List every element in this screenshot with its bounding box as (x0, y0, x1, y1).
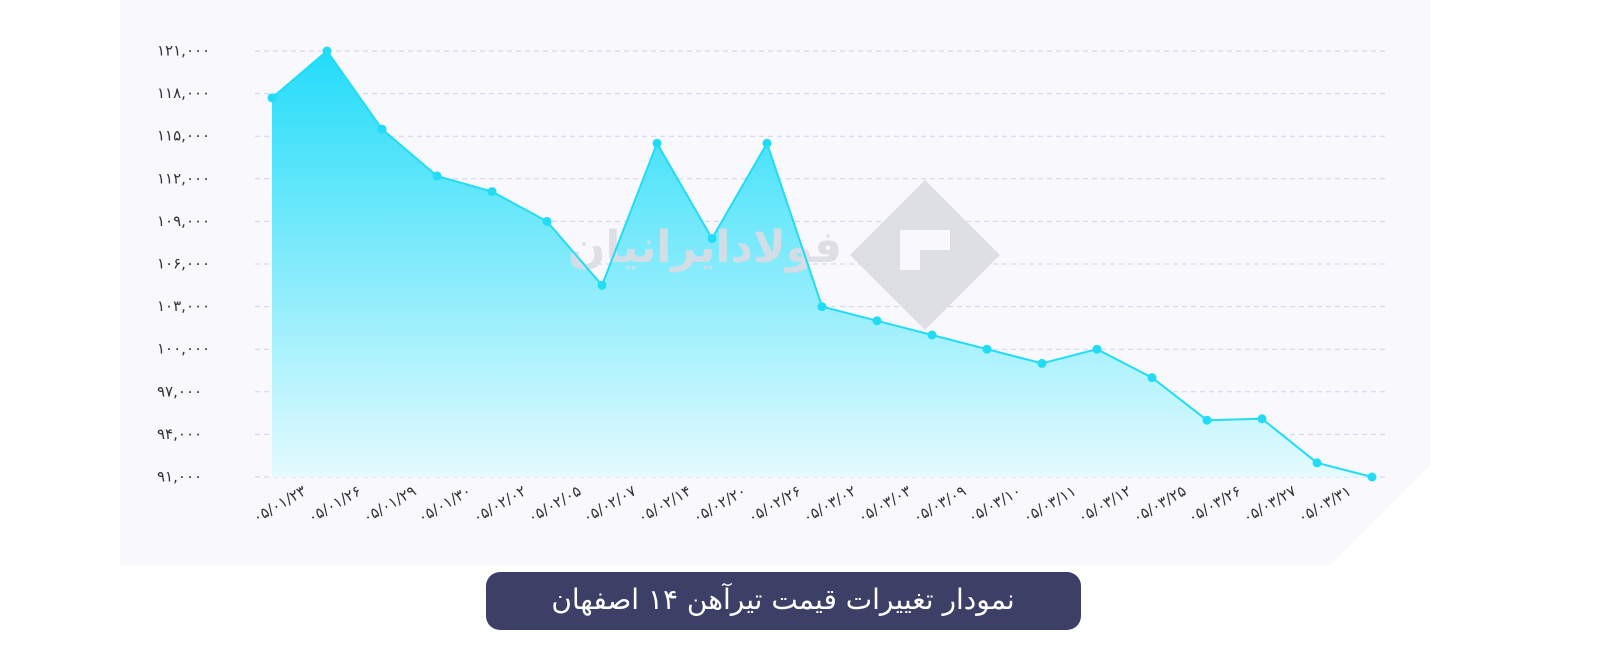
point (1037, 358, 1047, 368)
point (1367, 472, 1377, 482)
point (1092, 344, 1102, 354)
point (487, 187, 497, 197)
y-tick-label: ۱۰۶,۰۰۰ (157, 255, 210, 273)
y-tick-label: ۱۱۵,۰۰۰ (157, 127, 210, 145)
y-tick-label: ۱۰۹,۰۰۰ (157, 212, 210, 230)
point (872, 316, 882, 326)
y-tick-label: ۹۷,۰۰۰ (157, 382, 202, 400)
point (927, 330, 937, 340)
y-tick-label: ۱۰۰,۰۰۰ (157, 340, 210, 358)
y-tick-label: ۱۱۸,۰۰۰ (157, 84, 210, 102)
y-tick-label: ۱۱۲,۰۰۰ (157, 169, 210, 187)
point (432, 171, 442, 181)
watermark: فولادایرانیان (568, 180, 1000, 330)
point (322, 46, 332, 56)
y-tick-label: ۹۴,۰۰۰ (157, 425, 202, 443)
point (1312, 458, 1322, 468)
point (1147, 373, 1157, 383)
y-tick-label: ۱۲۱,۰۰۰ (157, 42, 210, 60)
point (1257, 414, 1267, 424)
point (652, 138, 662, 148)
plot (255, 50, 1385, 478)
chart-title: نمودار تغییرات قیمت تیرآهن ۱۴ اصفهان (551, 583, 1014, 616)
area (272, 51, 1372, 477)
point (817, 302, 827, 312)
point (762, 138, 772, 148)
point (377, 124, 387, 134)
y-tick-label: ۹۱,۰۰۰ (157, 468, 202, 486)
point (267, 93, 277, 103)
point (1202, 415, 1212, 425)
point (542, 216, 552, 226)
point (982, 344, 992, 354)
point (597, 280, 607, 290)
title-box (486, 572, 1081, 630)
y-tick-label: ۱۰۳,۰۰۰ (157, 297, 210, 315)
point (707, 233, 717, 243)
